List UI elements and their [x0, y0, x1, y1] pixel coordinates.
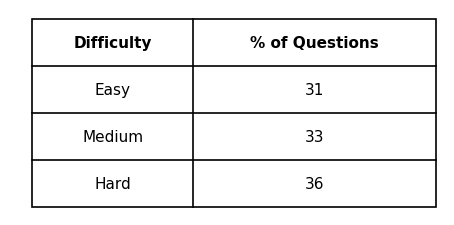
Text: Easy: Easy: [94, 83, 131, 98]
Text: 36: 36: [305, 176, 324, 191]
Text: Medium: Medium: [82, 130, 143, 144]
Text: Difficulty: Difficulty: [74, 36, 152, 51]
Text: 33: 33: [305, 130, 324, 144]
Text: 31: 31: [305, 83, 324, 98]
Text: Hard: Hard: [94, 176, 131, 191]
Text: % of Questions: % of Questions: [250, 36, 379, 51]
